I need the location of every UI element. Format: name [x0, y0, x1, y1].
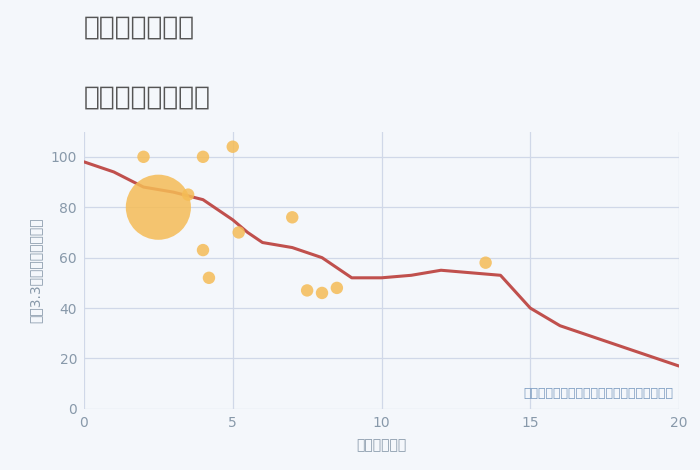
- Point: [138, 153, 149, 161]
- Point: [203, 274, 214, 282]
- Y-axis label: 坪（3.3㎡）単価（万円）: 坪（3.3㎡）単価（万円）: [28, 218, 42, 323]
- Text: 駅距離別土地価格: 駅距離別土地価格: [84, 85, 211, 110]
- Point: [197, 153, 209, 161]
- Point: [302, 287, 313, 294]
- Point: [316, 289, 328, 297]
- Point: [480, 259, 491, 266]
- Point: [227, 143, 238, 150]
- Point: [233, 229, 244, 236]
- Point: [287, 213, 298, 221]
- Text: 円の大きさは、取引のあった物件面積を示す: 円の大きさは、取引のあった物件面積を示す: [523, 387, 673, 400]
- Point: [331, 284, 342, 292]
- Point: [197, 246, 209, 254]
- X-axis label: 駅距離（分）: 駅距離（分）: [356, 438, 407, 452]
- Text: 大阪府淀川駅の: 大阪府淀川駅の: [84, 14, 195, 40]
- Point: [153, 204, 164, 211]
- Point: [183, 191, 194, 198]
